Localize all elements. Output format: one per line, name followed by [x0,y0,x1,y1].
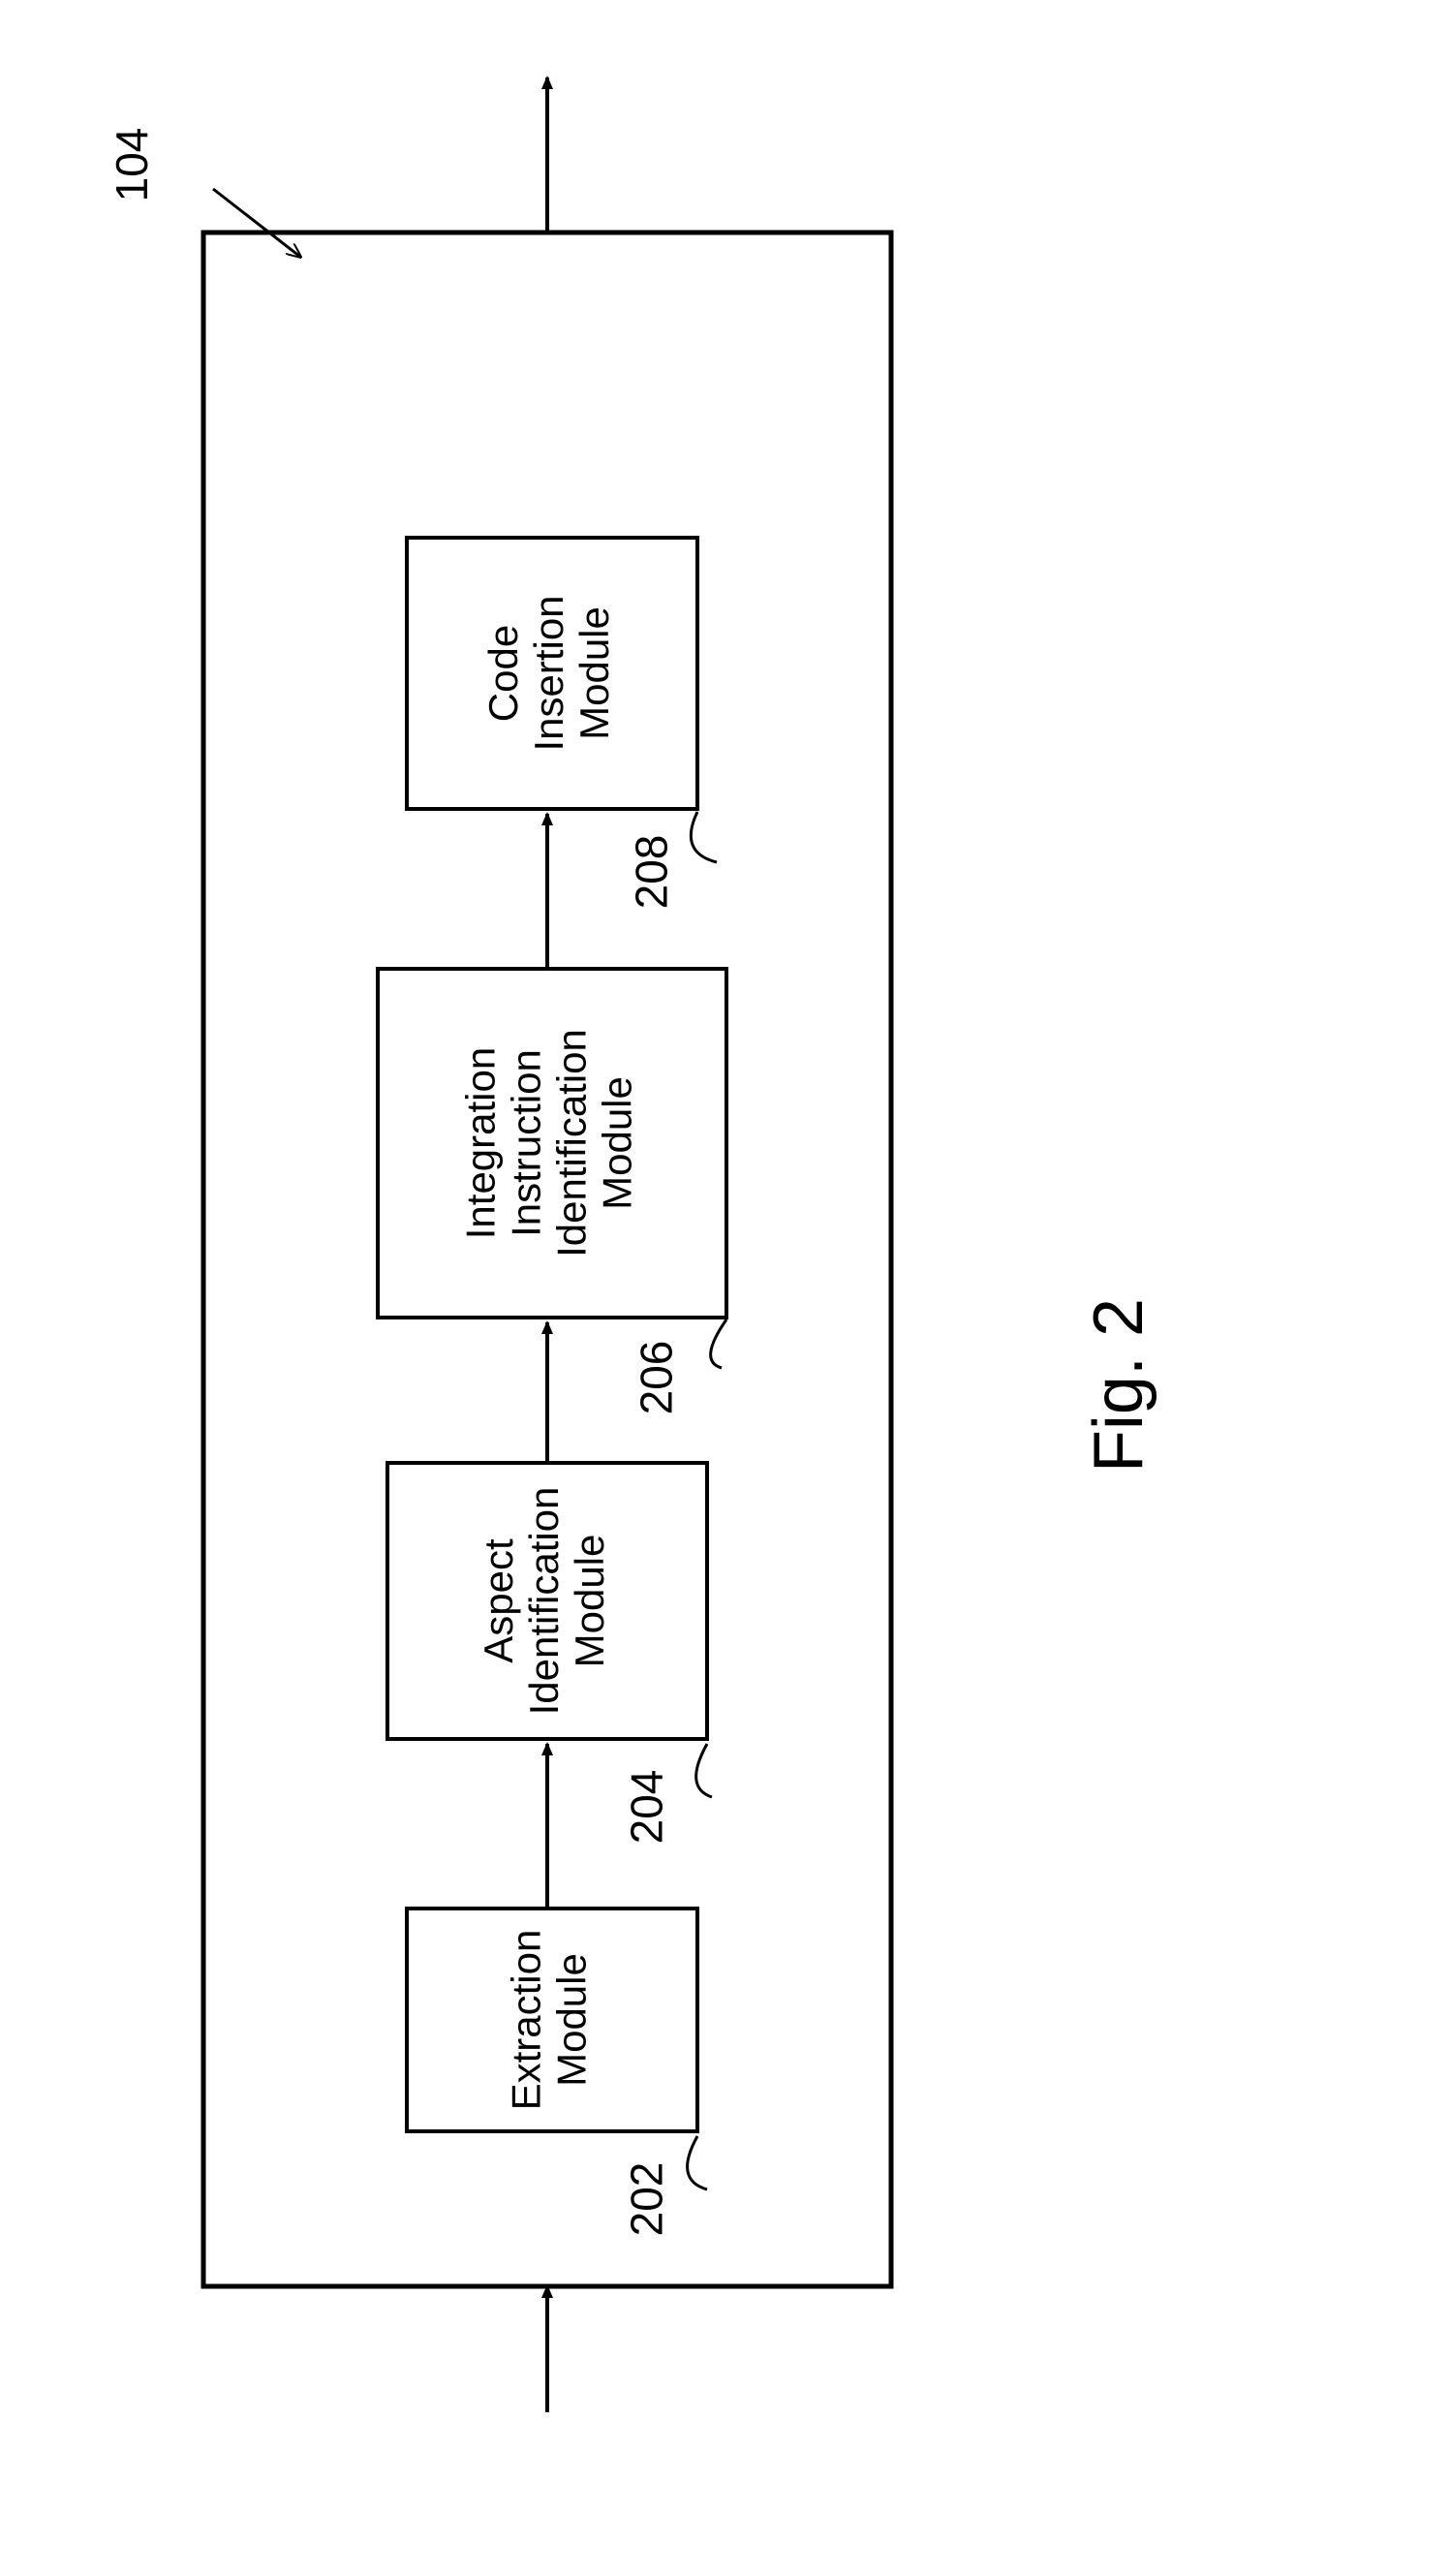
node-code-line-1: Insertion [526,595,571,751]
container-ref-leader [213,189,300,257]
node-integration-ref: 206 [632,1341,682,1415]
node-integration-line-0: Integration [458,1047,504,1239]
node-aspect-ref: 204 [622,1770,672,1845]
node-code-ref: 208 [627,835,677,910]
node-integration-line-2: Identification [549,1029,595,1257]
node-aspect-line-2: Module [567,1535,612,1668]
node-code-leader [691,812,717,862]
node-integration-line-3: Module [595,1076,640,1210]
node-extraction-ref: 202 [622,2162,672,2237]
node-aspect-line-0: Aspect [476,1538,521,1663]
node-code-line-0: Code [480,625,526,722]
node-aspect-leader [696,1744,712,1797]
node-integration-line-1: Instruction [504,1049,549,1237]
container-ref: 104 [107,128,157,202]
node-extraction-line-0: Extraction [504,1930,549,2111]
node-extraction-line-1: Module [549,1953,595,2087]
node-integration-leader [711,1319,726,1368]
figure-label: Fig. 2 [1080,1298,1157,1473]
node-code-line-2: Module [571,606,617,740]
node-aspect-line-1: Identification [521,1487,567,1716]
node-extraction-leader [688,2136,707,2189]
